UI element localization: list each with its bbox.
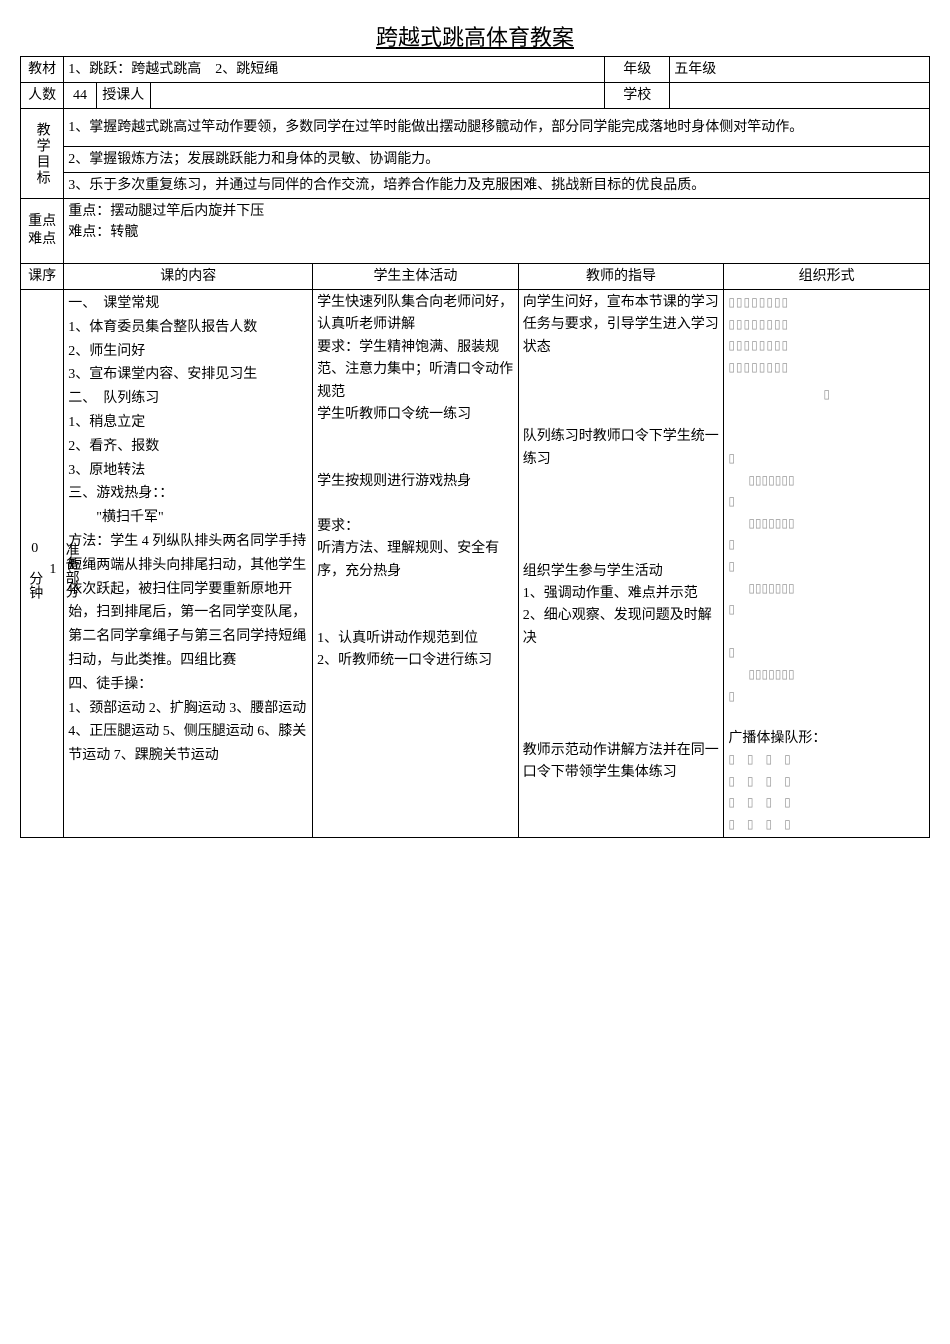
shoukeren-label: 授课人 [96, 83, 150, 109]
formation-diagram-3: ▯ ▯ ▯ ▯ ▯ ▯ ▯ ▯ ▯ ▯ ▯ ▯ ▯ ▯ ▯ ▯ [728, 749, 925, 835]
col-huodong: 学生主体活动 [313, 264, 519, 290]
xuexiao-value [670, 83, 930, 109]
jiaocai-label: 教材 [21, 57, 64, 83]
col-zhidao: 教师的指导 [518, 264, 724, 290]
lesson-plan-table: 教材 1、跳跃：跨越式跳高 2、跳短绳 年级 五年级 人数 44 授课人 学校 … [20, 56, 930, 838]
jiaocai-content: 1、跳跃：跨越式跳高 2、跳短绳 [64, 57, 605, 83]
col-zuzhi: 组织形式 [724, 264, 930, 290]
page-title: 跨越式跳高体育教案 [20, 20, 930, 52]
section1-zuzhi: ▯▯▯▯▯▯▯▯ ▯▯▯▯▯▯▯▯ ▯▯▯▯▯▯▯▯ ▯▯▯▯▯▯▯▯ ▯ ▯ … [724, 290, 930, 838]
mubiao-label: 教学目标 [21, 109, 64, 199]
zhongdian-content: 重点：摆动腿过竿后内旋并下压 难点：转髋 [64, 199, 930, 264]
nianji-value: 五年级 [670, 57, 930, 83]
formation-diagram-1: ▯▯▯▯▯▯▯▯ ▯▯▯▯▯▯▯▯ ▯▯▯▯▯▯▯▯ ▯▯▯▯▯▯▯▯ ▯ [728, 292, 925, 406]
formation-diagram-2: ▯ ▯▯▯▯▯▯▯ ▯ ▯▯▯▯▯▯▯ ▯ ▯ ▯▯▯▯▯▯▯ ▯ ▯ ▯▯▯▯… [728, 448, 925, 707]
col-kexu: 课序 [21, 264, 64, 290]
section1-kexu: 准备部分 1 0 分钟 [21, 290, 64, 838]
shoukeren-value [150, 83, 604, 109]
col-neirong: 课的内容 [64, 264, 313, 290]
renshu-value: 44 [64, 83, 96, 109]
xuexiao-label: 学校 [605, 83, 670, 109]
section1-neirong: 一、 课堂常规 1、体育委员集合整队报告人数 2、师生问好 3、宣布课堂内容、安… [64, 290, 313, 838]
zhongdian-label: 重点难点 [21, 199, 64, 264]
mubiao-item1: 1、掌握跨越式跳高过竿动作要领，多数同学在过竿时能做出摆动腿移髋动作，部分同学能… [64, 109, 930, 147]
nianji-label: 年级 [605, 57, 670, 83]
renshu-label: 人数 [21, 83, 64, 109]
mubiao-item3: 3、乐于多次重复练习，并通过与同伴的合作交流，培养合作能力及克服困难、挑战新目标… [64, 173, 930, 199]
mubiao-item2: 2、掌握锻炼方法；发展跳跃能力和身体的灵敏、协调能力。 [64, 147, 930, 173]
section1-zhidao: 向学生问好，宣布本节课的学习任务与要求，引导学生进入学习状态 队列练习时教师口令… [518, 290, 724, 838]
formation-label: 广播体操队形： [728, 728, 925, 749]
section1-huodong: 学生快速列队集合向老师问好，认真听老师讲解 要求：学生精神饱满、服装规范、注意力… [313, 290, 519, 838]
